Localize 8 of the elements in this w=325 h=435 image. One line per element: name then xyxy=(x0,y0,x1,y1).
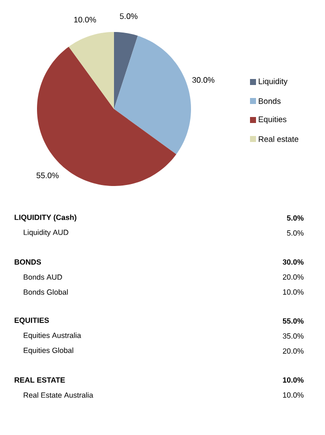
data-label: 5.0% xyxy=(120,13,138,20)
legend-label: Equities xyxy=(258,116,286,124)
data-label: 30.0% xyxy=(192,77,214,83)
data-label: 10.0% xyxy=(74,16,96,22)
legend-label: Real estate xyxy=(258,136,298,142)
legend-label: Liquidity xyxy=(258,78,288,86)
data-label: 55.0% xyxy=(36,172,59,178)
legend-label: Bonds xyxy=(258,98,281,104)
